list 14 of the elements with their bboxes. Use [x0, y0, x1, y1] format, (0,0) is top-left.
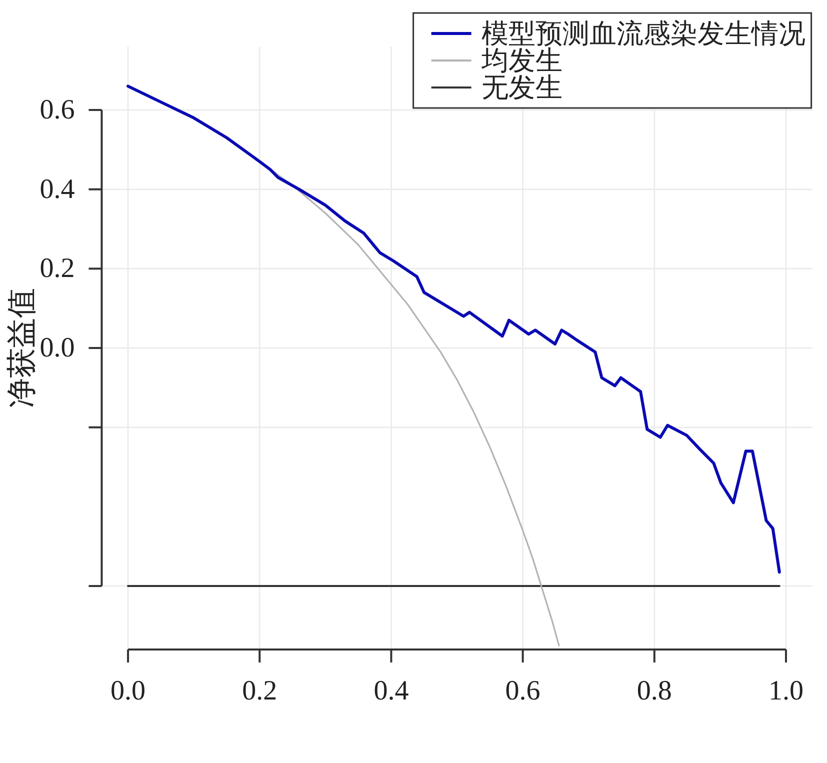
y-axis-title: 净获益值: [6, 288, 38, 408]
x-tick-label: 0.8: [636, 676, 672, 706]
y-tick-label: 0.6: [40, 94, 75, 126]
y-tick-label: 0.2: [40, 253, 75, 284]
y-tick-label: 0.0: [40, 332, 75, 364]
y-tick-label: 0.4: [40, 174, 75, 205]
x-tick-label: 0.6: [505, 676, 540, 706]
x-tick-label: 0.4: [374, 676, 409, 706]
legend-label: 无发生: [481, 72, 562, 102]
x-tick-label: 0.0: [110, 676, 146, 706]
legend-label: 均发生: [480, 46, 562, 76]
x-tick-label: 0.2: [242, 676, 278, 706]
x-tick-label: 1.0: [768, 676, 804, 706]
legend-label: 模型预测血流感染发生情况: [481, 18, 806, 48]
